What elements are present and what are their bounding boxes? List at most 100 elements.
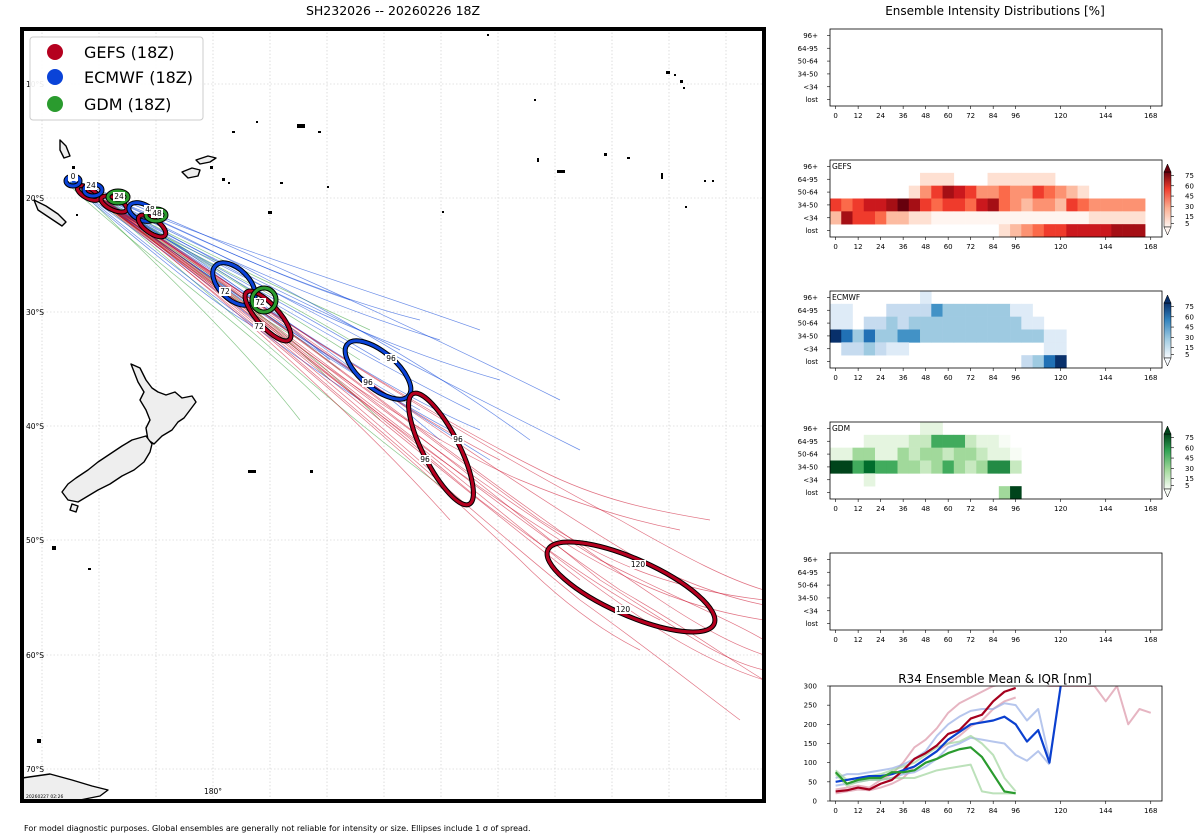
heat-cell — [863, 434, 876, 448]
y-tick-label: 50 — [808, 778, 817, 786]
map-title: SH232026 -- 20260226 18Z — [306, 3, 480, 18]
heat-cell — [1010, 198, 1022, 212]
heat-cell — [1088, 211, 1101, 225]
heat-cell — [953, 447, 966, 461]
heatmap-frame — [829, 290, 1163, 369]
x-tick-label: 120 — [1054, 243, 1067, 251]
x-tick-label: 36 — [899, 243, 908, 251]
legend-ecmwf-label: ECMWF (18Z) — [84, 68, 193, 87]
heat-cell — [908, 198, 921, 212]
label-gefs-96-a: 96 — [453, 435, 463, 444]
x-tick-label: 168 — [1144, 112, 1157, 120]
colorbar-tick-label: 30 — [1185, 203, 1194, 211]
y-tick-label: 50-64 — [798, 451, 819, 459]
x-tick-label: 48 — [921, 112, 930, 120]
y-tick-label: <34 — [803, 476, 818, 484]
heat-cell — [942, 460, 955, 474]
y-tick-label: <34 — [803, 345, 818, 353]
x-tick-label: 48 — [921, 243, 930, 251]
heat-cell — [908, 211, 921, 225]
heat-cell — [1021, 303, 1033, 317]
heat-cell — [953, 198, 966, 212]
heat-cell — [920, 211, 932, 225]
colorbar-tick-label: 60 — [1185, 182, 1194, 190]
colorbar-tick-label: 5 — [1185, 220, 1189, 228]
heat-cell — [998, 211, 1011, 225]
y-tick-label: 200 — [804, 721, 817, 729]
lat-label-20s: 20°S — [26, 194, 44, 203]
y-tick-label: <34 — [803, 607, 818, 615]
heat-cell — [1010, 224, 1022, 238]
label-gefs-96-b: 96 — [420, 455, 430, 464]
heatmap-frame — [829, 159, 1163, 238]
y-tick-label: 250 — [804, 702, 817, 710]
heat-cell — [998, 434, 1011, 448]
vanuatu — [59, 139, 71, 159]
heat-cell — [931, 329, 943, 343]
x-tick-label: 12 — [854, 636, 863, 644]
heat-cell — [1010, 316, 1022, 330]
heat-cell — [965, 447, 977, 461]
heat-cell — [920, 172, 932, 186]
heat-cell — [852, 198, 865, 212]
ensemble-tracks — [69, 177, 764, 721]
timestamp: 20260227 02:26 — [26, 794, 63, 800]
heat-cell — [987, 460, 1000, 474]
heat-cell — [965, 211, 977, 225]
intensity-panel-gdm: GDM 96+ 64-95 50-64 34-50 <34 lost 0 12 24 36 48 60 7… — [798, 421, 1163, 513]
x-tick-label: 84 — [989, 807, 998, 815]
heat-cell — [1066, 224, 1078, 238]
x-tick-label: 0 — [833, 807, 837, 815]
y-tick-label: 34-50 — [798, 463, 818, 471]
fiji-vanua-levu — [195, 155, 217, 165]
heat-cell — [863, 473, 876, 487]
intensity-title: Ensemble Intensity Distributions [%] — [885, 4, 1105, 18]
heat-cell — [908, 185, 921, 199]
lat-label-30s: 30°S — [26, 308, 44, 317]
heat-cell — [841, 198, 853, 212]
x-tick-label: 12 — [854, 112, 863, 120]
x-tick-label: 0 — [833, 505, 837, 513]
heat-cell — [886, 329, 898, 343]
heat-cell — [920, 434, 932, 448]
y-tick-label: 34-50 — [798, 201, 818, 209]
heat-cell — [931, 434, 943, 448]
small-islands — [37, 34, 714, 743]
intensity-panel-empty-top: 96+ 64-95 50-64 34-50 <34 lost 0 12 24 36 48 60 72 84… — [798, 28, 1163, 120]
heat-cell — [1021, 172, 1033, 186]
heat-cell — [987, 447, 1000, 461]
heat-cell — [1021, 198, 1033, 212]
heat-cell — [1122, 198, 1135, 212]
heat-cell — [1010, 172, 1022, 186]
label-ecmwf-24: 24 — [86, 181, 96, 190]
series-line — [835, 702, 1051, 779]
heat-cell — [953, 303, 966, 317]
x-tick-label: 72 — [966, 505, 975, 513]
x-tick-label: 36 — [899, 636, 908, 644]
heat-cell — [1010, 211, 1022, 225]
heat-cell — [942, 172, 955, 186]
heat-cell — [830, 316, 842, 330]
y-tick-label: lost — [805, 358, 818, 366]
legend-gdm-marker — [47, 96, 63, 112]
heat-cell — [830, 303, 842, 317]
heat-cell — [976, 198, 988, 212]
x-tick-label: 0 — [833, 636, 837, 644]
heat-cell — [1043, 342, 1056, 356]
heat-cell — [875, 329, 887, 343]
heat-cell — [908, 316, 921, 330]
heat-cell — [987, 185, 1000, 199]
heat-cell — [1043, 211, 1056, 225]
x-tick-label: 96 — [1011, 112, 1020, 120]
legend-gefs-label: GEFS (18Z) — [84, 43, 174, 62]
y-tick-label: 96+ — [803, 556, 818, 564]
heat-cell — [976, 316, 988, 330]
heat-cell — [1010, 460, 1022, 474]
land — [22, 139, 217, 801]
heat-cell — [1032, 355, 1045, 369]
colorbar-tick-label: 5 — [1185, 482, 1189, 490]
y-tick-label: 34-50 — [798, 70, 818, 78]
heat-cell — [1122, 211, 1135, 225]
heat-cell — [830, 460, 842, 474]
heat-cell — [1088, 198, 1101, 212]
